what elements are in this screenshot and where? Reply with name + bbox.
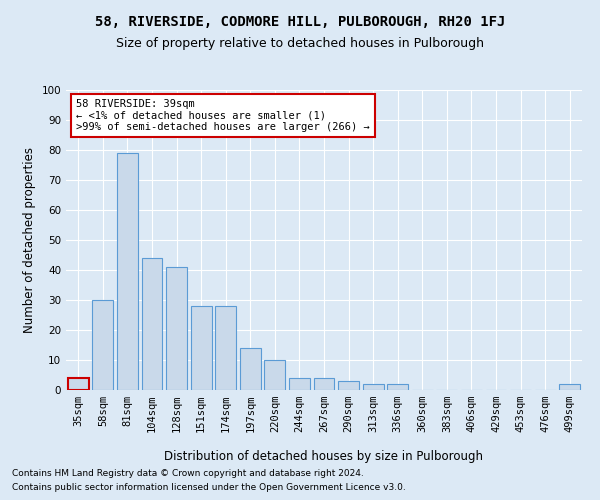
Bar (314, 378, 334, 390)
Bar (215, 306, 236, 390)
Bar (166, 267, 187, 390)
Bar (362, 384, 383, 390)
Text: Size of property relative to detached houses in Pulborough: Size of property relative to detached ho… (116, 38, 484, 51)
Bar (289, 378, 310, 390)
Text: Contains public sector information licensed under the Open Government Licence v3: Contains public sector information licen… (12, 484, 406, 492)
Bar (338, 381, 359, 390)
Bar (68, 378, 89, 390)
Text: Distribution of detached houses by size in Pulborough: Distribution of detached houses by size … (164, 450, 484, 463)
Bar (265, 360, 286, 390)
Bar (117, 153, 138, 390)
Bar (142, 258, 163, 390)
Y-axis label: Number of detached properties: Number of detached properties (23, 147, 36, 333)
Text: Contains HM Land Registry data © Crown copyright and database right 2024.: Contains HM Land Registry data © Crown c… (12, 468, 364, 477)
Bar (559, 384, 580, 390)
Bar (240, 348, 261, 390)
Bar (92, 300, 113, 390)
Text: 58 RIVERSIDE: 39sqm
← <1% of detached houses are smaller (1)
>99% of semi-detach: 58 RIVERSIDE: 39sqm ← <1% of detached ho… (76, 99, 370, 132)
Bar (191, 306, 212, 390)
Text: 58, RIVERSIDE, CODMORE HILL, PULBOROUGH, RH20 1FJ: 58, RIVERSIDE, CODMORE HILL, PULBOROUGH,… (95, 15, 505, 29)
Bar (387, 384, 408, 390)
